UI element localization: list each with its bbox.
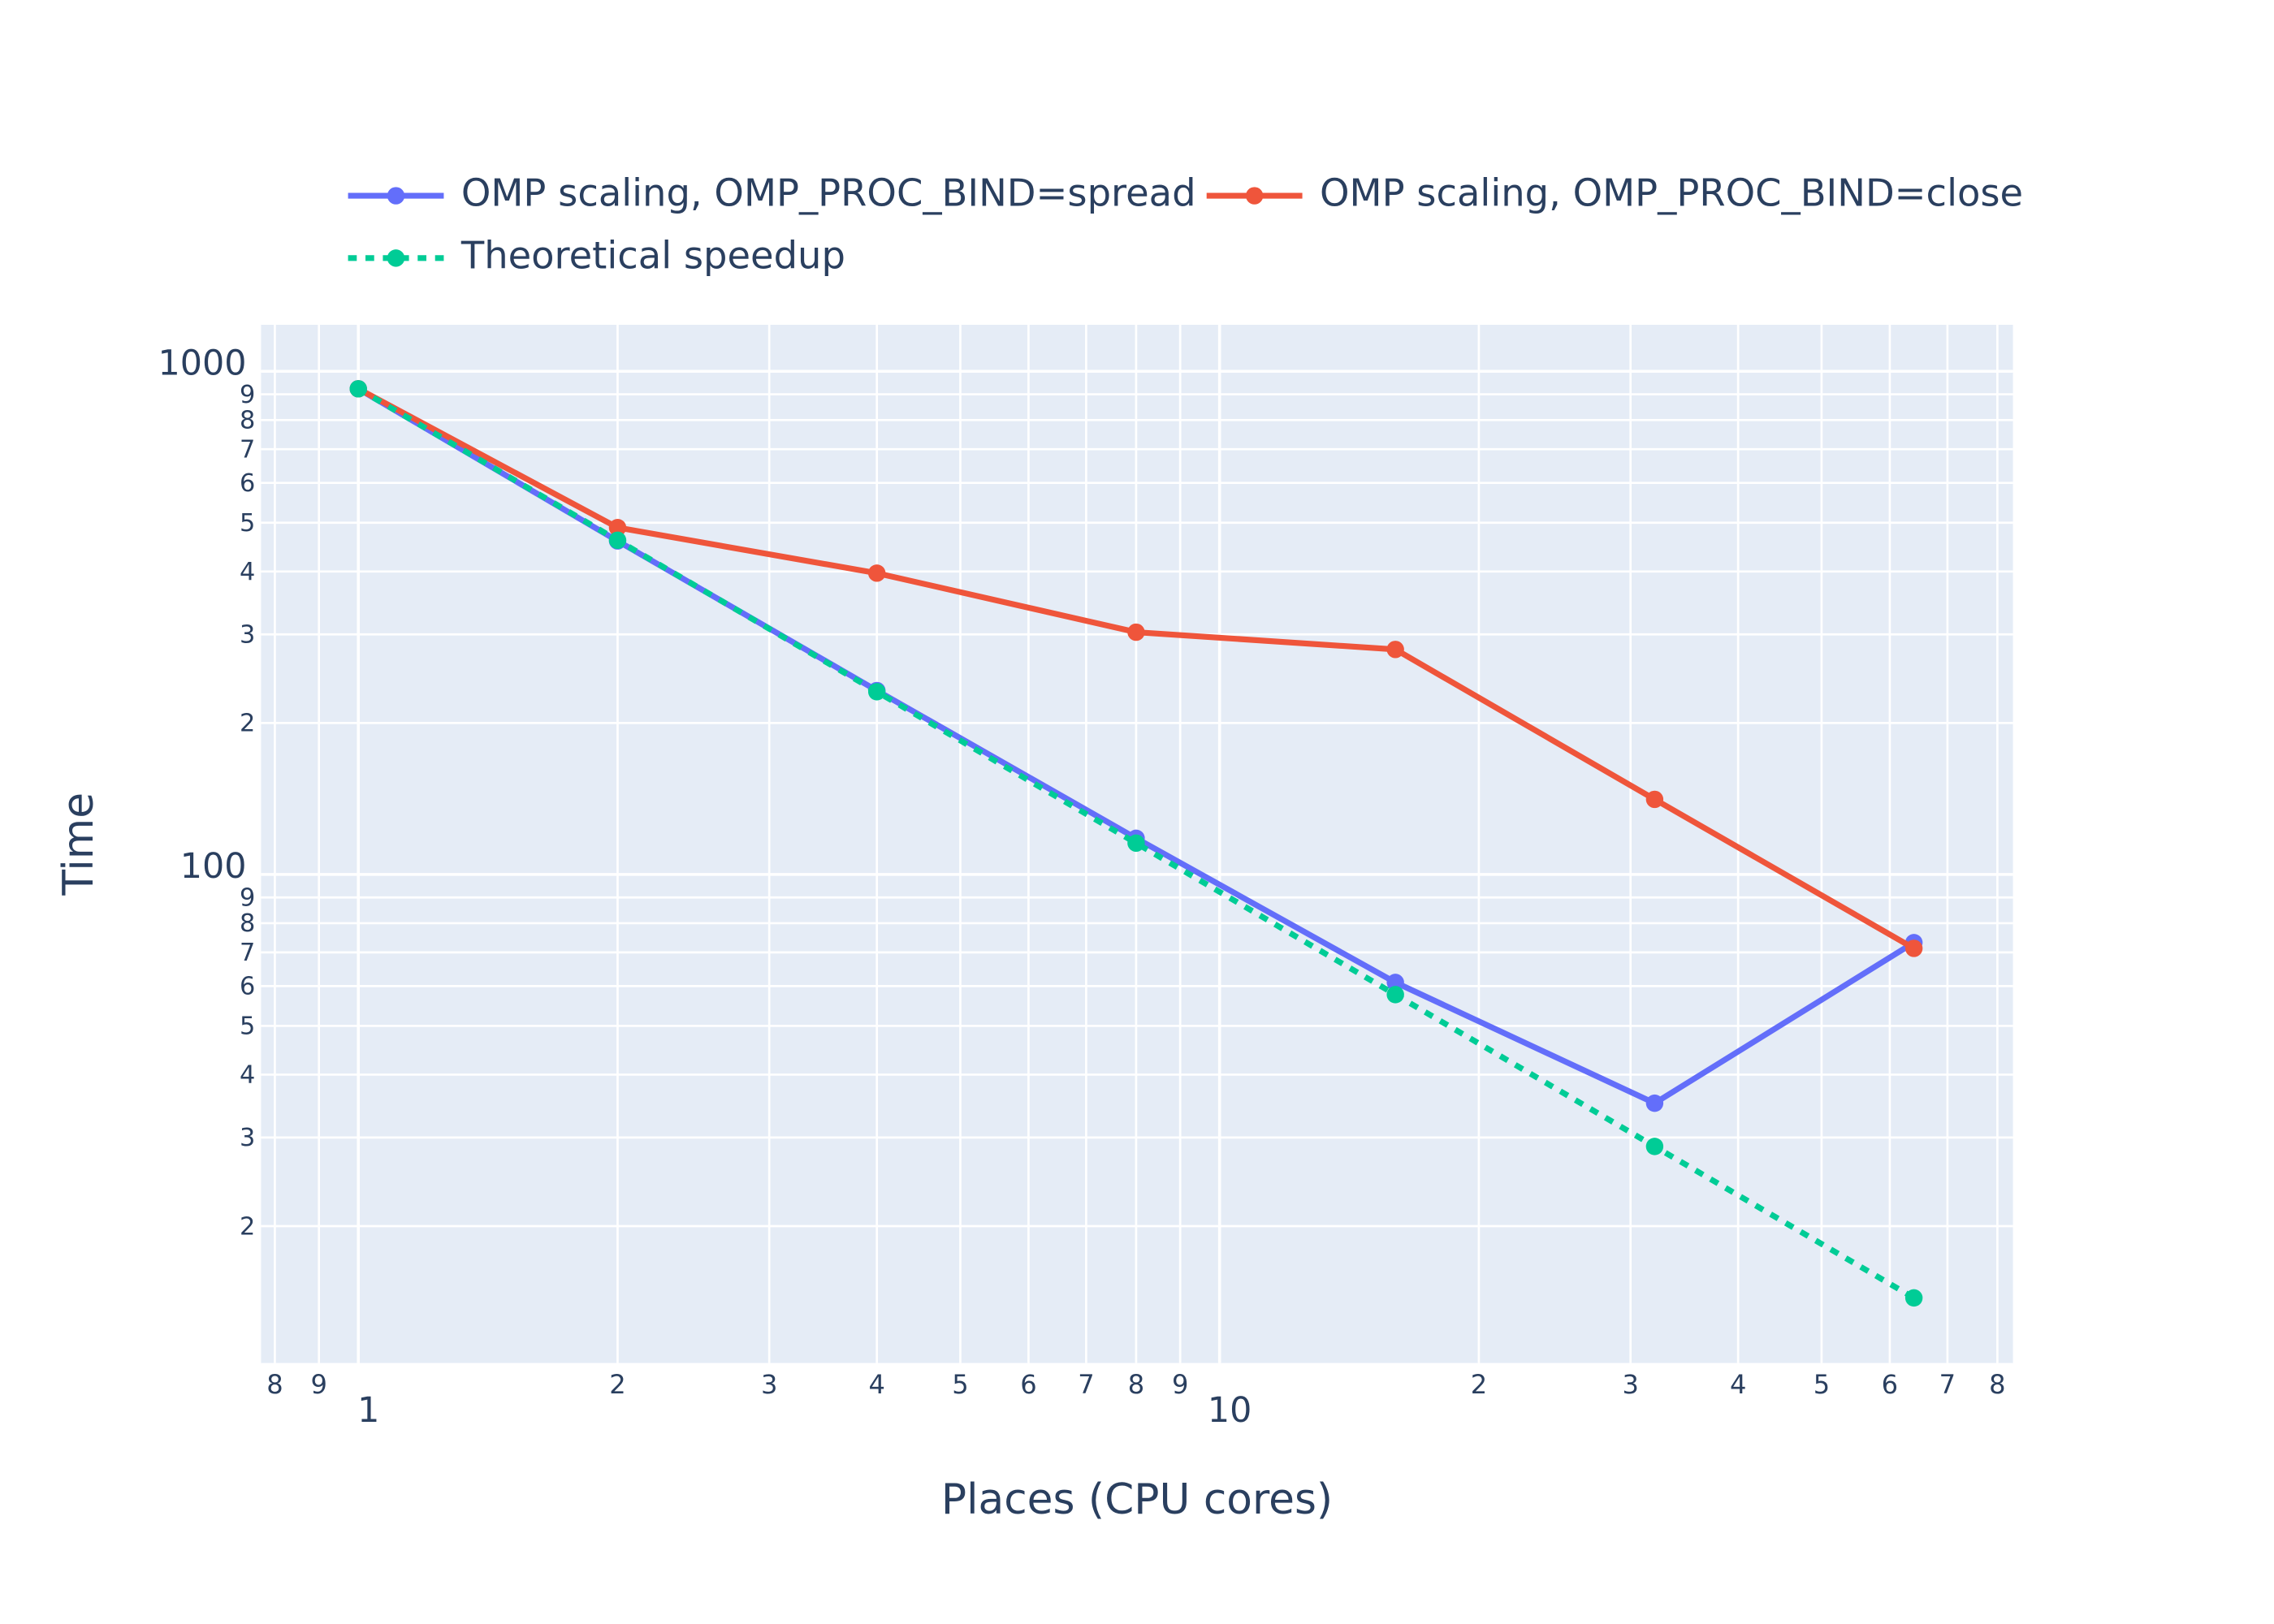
y-tick-label: 1000 [158, 343, 247, 384]
point [1645, 1138, 1664, 1155]
point [1645, 790, 1664, 809]
x-tick-label: 7 [1078, 1369, 1094, 1400]
x-tick-label: 1 [357, 1390, 379, 1431]
y-tick-label: 2 [240, 1212, 255, 1241]
point [1386, 641, 1404, 659]
y-tick-label: 100 [180, 846, 247, 887]
point [867, 683, 886, 701]
point [608, 531, 627, 550]
point [1127, 834, 1145, 853]
x-tick-label: 5 [952, 1369, 968, 1400]
x-tick-label: 8 [1989, 1369, 2005, 1400]
point [608, 519, 627, 537]
legend-label: OMP scaling, OMP_PROC_BIND=close [1320, 171, 2023, 215]
y-tick-label: 6 [240, 973, 255, 1001]
y-tick-label: 5 [240, 509, 255, 538]
point [1386, 974, 1404, 991]
x-tick-label: 8 [1128, 1369, 1144, 1400]
x-tick-label: 10 [1208, 1390, 1252, 1431]
y-tick-label: 8 [240, 407, 255, 435]
y-tick-label: 7 [240, 939, 255, 967]
x-tick-label: 9 [1172, 1369, 1188, 1400]
y-tick-label: 8 [240, 909, 255, 938]
x-tick-label: 9 [310, 1369, 326, 1400]
y-axis-title: Time [54, 793, 103, 896]
x-axis-title: Places (CPU cores) [941, 1475, 1333, 1524]
legend-label: Theoretical speedup [460, 233, 845, 277]
point [1904, 939, 1923, 957]
y-tick-label: 9 [240, 884, 255, 913]
x-tick-label: 5 [1814, 1369, 1830, 1400]
y-tick-label: 2 [240, 710, 255, 738]
x-tick-label: 4 [1730, 1369, 1746, 1400]
legend-label: OMP scaling, OMP_PROC_BIND=spread [461, 171, 1196, 215]
y-tick-label: 7 [240, 436, 255, 464]
x-tick-label: 2 [1471, 1369, 1487, 1400]
x-tick-label: 3 [761, 1369, 777, 1400]
y-tick-label: 4 [240, 558, 255, 586]
y-tick-label: 5 [240, 1013, 255, 1041]
point [1127, 623, 1145, 641]
legend-marker [387, 187, 405, 205]
x-tick-label: 8 [266, 1369, 283, 1400]
point [867, 564, 886, 582]
point [1904, 1289, 1923, 1307]
x-tick-label: 3 [1622, 1369, 1638, 1400]
legend-marker [387, 249, 405, 267]
x-tick-label: 6 [1020, 1369, 1036, 1400]
point [349, 380, 367, 398]
point [1386, 986, 1404, 1004]
point [1645, 1094, 1664, 1112]
y-tick-label: 3 [240, 1124, 255, 1152]
y-tick-label: 6 [240, 469, 255, 498]
legend-marker [1245, 187, 1264, 205]
y-tick-label: 4 [240, 1061, 255, 1090]
y-tick-label: 3 [240, 621, 255, 650]
x-tick-label: 2 [609, 1369, 625, 1400]
x-tick-label: 4 [868, 1369, 884, 1400]
y-tick-label: 9 [240, 381, 255, 409]
x-tick-label: 6 [1882, 1369, 1898, 1400]
x-tick-label: 7 [1939, 1369, 1956, 1400]
